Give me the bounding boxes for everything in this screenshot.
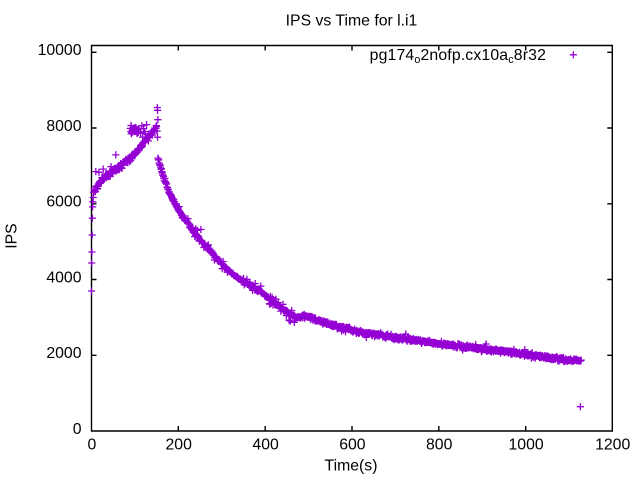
svg-text:Time(s): Time(s) xyxy=(325,457,378,474)
svg-text:0: 0 xyxy=(88,437,97,454)
svg-text:2000: 2000 xyxy=(46,345,81,362)
svg-text:400: 400 xyxy=(252,437,279,454)
svg-text:IPS: IPS xyxy=(3,223,20,248)
svg-text:IPS vs Time for l.i1: IPS vs Time for l.i1 xyxy=(286,13,418,30)
svg-text:10000: 10000 xyxy=(38,42,82,59)
svg-text:0: 0 xyxy=(73,421,82,438)
svg-text:pg174o2nofp.cx10ac8r32: pg174o2nofp.cx10ac8r32 xyxy=(370,47,546,66)
svg-text:8000: 8000 xyxy=(46,118,81,135)
svg-text:1000: 1000 xyxy=(509,437,544,454)
svg-text:800: 800 xyxy=(426,437,453,454)
svg-text:200: 200 xyxy=(166,437,193,454)
svg-text:1200: 1200 xyxy=(595,437,630,454)
svg-text:6000: 6000 xyxy=(46,194,81,211)
svg-text:600: 600 xyxy=(339,437,366,454)
svg-text:4000: 4000 xyxy=(46,269,81,286)
